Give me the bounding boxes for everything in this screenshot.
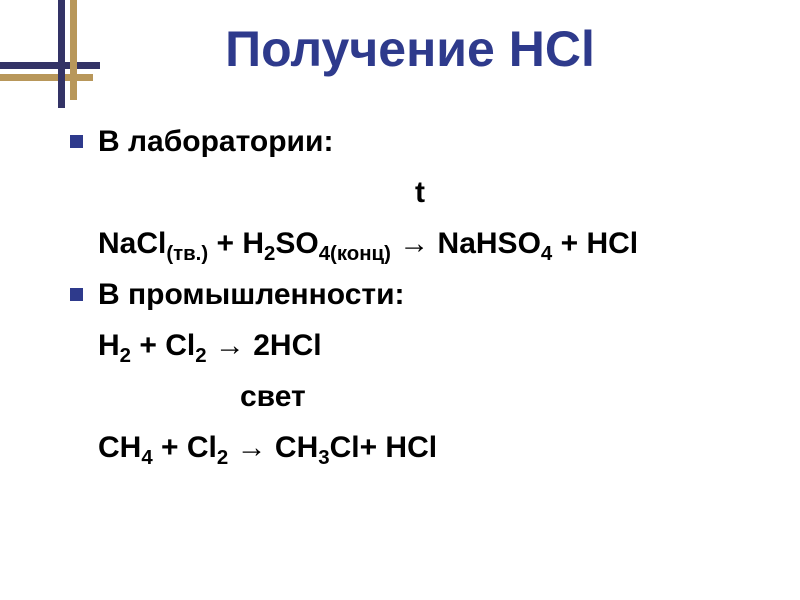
decoration-bar-horizontal-gold: [0, 74, 93, 81]
slide-title: Получение HCl: [90, 20, 730, 78]
slide: Получение HCl В лаборатории: t NaCl(тв.) +…: [0, 0, 800, 600]
bullet-icon: [70, 288, 83, 301]
content-text: В промышленности:: [98, 278, 405, 311]
content-line: H2 + Cl2 → 2HCl: [70, 326, 770, 365]
content-line: В промышленности:: [70, 275, 770, 314]
content-line: В лаборатории:: [70, 122, 770, 161]
decoration-bar-vertical-dark: [58, 0, 65, 108]
content-line: t: [70, 173, 770, 212]
content-text: NaCl(тв.) + H2SO4(конц) → NaHSO4 + HCl: [98, 227, 638, 260]
content-line: NaCl(тв.) + H2SO4(конц) → NaHSO4 + HCl: [70, 224, 770, 263]
slide-content: В лаборатории: t NaCl(тв.) + H2SO4(конц) →…: [70, 110, 770, 479]
decoration-bar-vertical-gold: [70, 0, 77, 100]
content-text: свет: [240, 380, 306, 413]
title-container: Получение HCl: [90, 20, 730, 78]
content-line: CH4 + Cl2 → CH3Cl+ HCl: [70, 428, 770, 467]
decoration-bar-horizontal-dark: [0, 62, 100, 69]
content-text: H2 + Cl2 → 2HCl: [98, 329, 322, 362]
bullet-icon: [70, 135, 83, 148]
content-text: CH4 + Cl2 → CH3Cl+ HCl: [98, 431, 437, 464]
content-line: свет: [70, 377, 770, 416]
content-text: t: [415, 176, 425, 209]
content-text: В лаборатории:: [98, 125, 333, 158]
